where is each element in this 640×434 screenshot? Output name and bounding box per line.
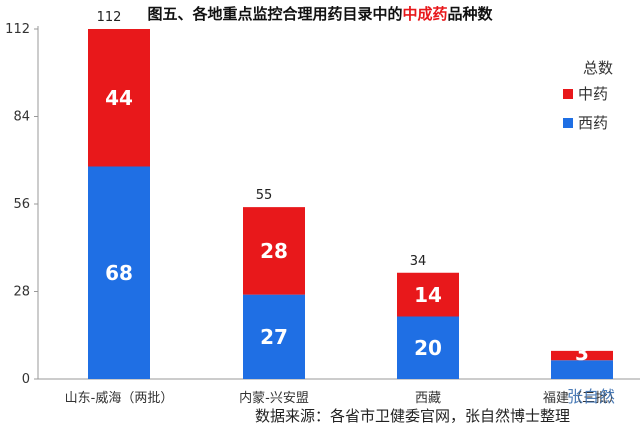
x-category-label: 福建（三批） [543,391,621,406]
bar-total-label: 34 [410,254,427,269]
bars: 68 44 112 27 28 55 20 14 34 3 [88,10,613,379]
bar-segment [397,316,459,379]
bar-segment [88,166,150,379]
y-tick-label: 28 [13,285,30,300]
x-category-label: 内蒙-兴安盟 [239,390,309,406]
y-tick-label: 84 [13,110,30,125]
bar-total-label: 112 [97,10,122,25]
legend: 总数 中药 西药 [563,59,613,132]
y-axis-ticks: 0 28 56 84 112 [5,22,38,387]
bar-segment [551,360,613,379]
bar-data-label: 28 [260,239,288,263]
y-tick-label: 56 [13,197,30,212]
chart-title-highlight: 中成药 [402,5,447,23]
bar-segment [243,207,305,295]
legend-label-western-medicine: 西药 [578,114,608,132]
bar-data-label: 27 [260,325,288,349]
bar-segment [551,350,613,361]
bar-data-label: 14 [414,283,442,307]
bar-segment [397,272,459,317]
chart-title-post: 品种数 [448,5,494,23]
bar-data-label: 44 [105,86,133,110]
bar-data-label: 68 [105,261,133,285]
chart-title-pre: 图五、各地重点监控合理用药目录中的 [147,5,402,23]
legend-title: 总数 [583,59,613,77]
bar-data-label: 20 [414,336,442,360]
legend-label-chinese-medicine: 中药 [578,85,608,103]
legend-swatch-western-medicine [563,118,573,128]
x-category-label: 山东-威海（两批） [65,391,174,406]
legend-swatch-chinese-medicine [563,89,573,99]
y-tick-label: 112 [5,22,30,37]
y-tick-label: 0 [22,372,30,387]
bar-total-label: 55 [256,188,273,203]
bar-data-label: 3 [575,341,589,365]
x-category-label: 西藏 [415,391,441,406]
source-note: 数据来源：各省市卫健委官网，张自然博士整理 [255,407,570,425]
bar-segment [88,29,150,167]
x-axis-categories: 山东-威海（两批） 内蒙-兴安盟 西藏 福建（三批） [65,390,621,406]
bar-segment [243,294,305,379]
chart-title: 图五、各地重点监控合理用药目录中的中成药品种数 [147,5,493,23]
watermark: 张自然 [567,387,615,406]
